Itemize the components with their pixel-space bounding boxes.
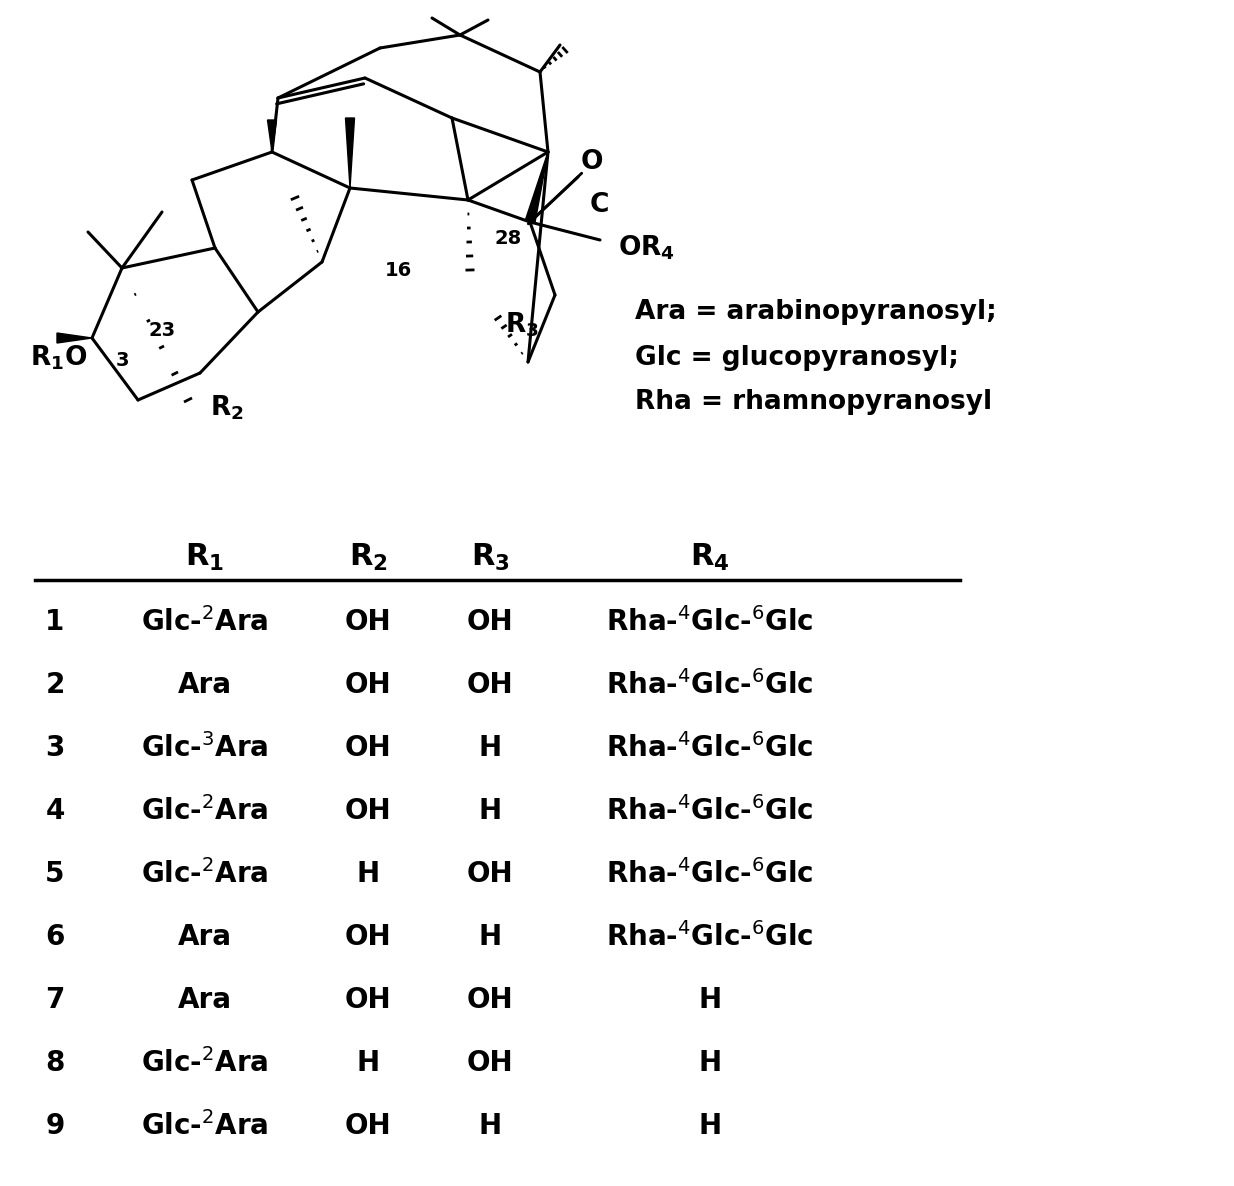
Text: OH: OH: [466, 986, 513, 1014]
Text: $\mathbf{R_2}$: $\mathbf{R_2}$: [210, 394, 244, 422]
Text: $\mathbf{R_3}$: $\mathbf{R_3}$: [470, 542, 510, 573]
Text: Glc-$^{3}$Ara: Glc-$^{3}$Ara: [141, 733, 269, 763]
Text: OH: OH: [466, 1048, 513, 1077]
Text: O: O: [581, 149, 603, 176]
Polygon shape: [57, 333, 93, 343]
Text: Rha = rhamnopyranosyl: Rha = rhamnopyranosyl: [636, 389, 992, 415]
Text: Rha-$^{4}$Glc-$^{6}$Glc: Rha-$^{4}$Glc-$^{6}$Glc: [606, 922, 813, 952]
Text: H: H: [698, 1112, 722, 1140]
Polygon shape: [346, 117, 354, 189]
Text: OH: OH: [466, 671, 513, 699]
Text: Rha-$^{4}$Glc-$^{6}$Glc: Rha-$^{4}$Glc-$^{6}$Glc: [606, 859, 813, 890]
Text: H: H: [698, 986, 722, 1014]
Text: $\mathbf{R_3}$: $\mathbf{R_3}$: [505, 311, 539, 339]
Text: 5: 5: [46, 860, 64, 888]
Text: 3: 3: [46, 734, 64, 761]
Text: 9: 9: [46, 1112, 64, 1140]
Text: 16: 16: [384, 261, 412, 280]
Text: OH: OH: [344, 608, 391, 636]
Text: OH: OH: [466, 860, 513, 888]
Text: Rha-$^{4}$Glc-$^{6}$Glc: Rha-$^{4}$Glc-$^{6}$Glc: [606, 796, 813, 825]
Text: OH: OH: [344, 797, 391, 825]
Text: C: C: [590, 192, 610, 218]
Text: 6: 6: [46, 923, 64, 951]
Polygon shape: [268, 120, 276, 152]
Text: $\mathbf{R_1}$: $\mathbf{R_1}$: [185, 542, 225, 573]
Text: Rha-$^{4}$Glc-$^{6}$Glc: Rha-$^{4}$Glc-$^{6}$Glc: [606, 733, 813, 763]
Polygon shape: [526, 152, 548, 223]
Text: Rha-$^{4}$Glc-$^{6}$Glc: Rha-$^{4}$Glc-$^{6}$Glc: [606, 670, 813, 700]
Text: OH: OH: [344, 1112, 391, 1140]
Text: OH: OH: [344, 671, 391, 699]
Text: $\mathbf{R_1}$O: $\mathbf{R_1}$O: [30, 344, 88, 372]
Text: Glc = glucopyranosyl;: Glc = glucopyranosyl;: [636, 345, 959, 371]
Text: Ara: Ara: [178, 923, 232, 951]
Text: OH: OH: [344, 734, 391, 761]
Text: Glc-$^{2}$Ara: Glc-$^{2}$Ara: [141, 796, 269, 825]
Text: 7: 7: [46, 986, 64, 1014]
Text: 28: 28: [495, 229, 522, 248]
Text: Rha-$^{4}$Glc-$^{6}$Glc: Rha-$^{4}$Glc-$^{6}$Glc: [606, 607, 813, 637]
Text: H: H: [479, 797, 501, 825]
Text: Ara: Ara: [178, 986, 232, 1014]
Text: H: H: [479, 734, 501, 761]
Text: H: H: [357, 860, 380, 888]
Text: Glc-$^{2}$Ara: Glc-$^{2}$Ara: [141, 607, 269, 637]
Text: O$\mathbf{R_4}$: O$\mathbf{R_4}$: [618, 234, 675, 262]
Text: 23: 23: [148, 320, 175, 339]
Text: H: H: [479, 923, 501, 951]
Text: 4: 4: [46, 797, 64, 825]
Text: H: H: [698, 1048, 722, 1077]
Text: Ara: Ara: [178, 671, 232, 699]
Text: $\mathbf{R_4}$: $\mathbf{R_4}$: [690, 542, 729, 573]
Text: OH: OH: [344, 923, 391, 951]
Text: Glc-$^{2}$Ara: Glc-$^{2}$Ara: [141, 1111, 269, 1141]
Text: OH: OH: [466, 608, 513, 636]
Text: H: H: [357, 1048, 380, 1077]
Text: Glc-$^{2}$Ara: Glc-$^{2}$Ara: [141, 1048, 269, 1078]
Text: OH: OH: [344, 986, 391, 1014]
Text: Glc-$^{2}$Ara: Glc-$^{2}$Ara: [141, 859, 269, 890]
Text: 2: 2: [46, 671, 64, 699]
Text: $\mathbf{R_2}$: $\mathbf{R_2}$: [348, 542, 387, 573]
Text: H: H: [479, 1112, 501, 1140]
Text: Ara = arabinopyranosyl;: Ara = arabinopyranosyl;: [636, 299, 997, 325]
Text: 8: 8: [46, 1048, 64, 1077]
Text: 3: 3: [115, 351, 128, 370]
Text: 1: 1: [46, 608, 64, 636]
